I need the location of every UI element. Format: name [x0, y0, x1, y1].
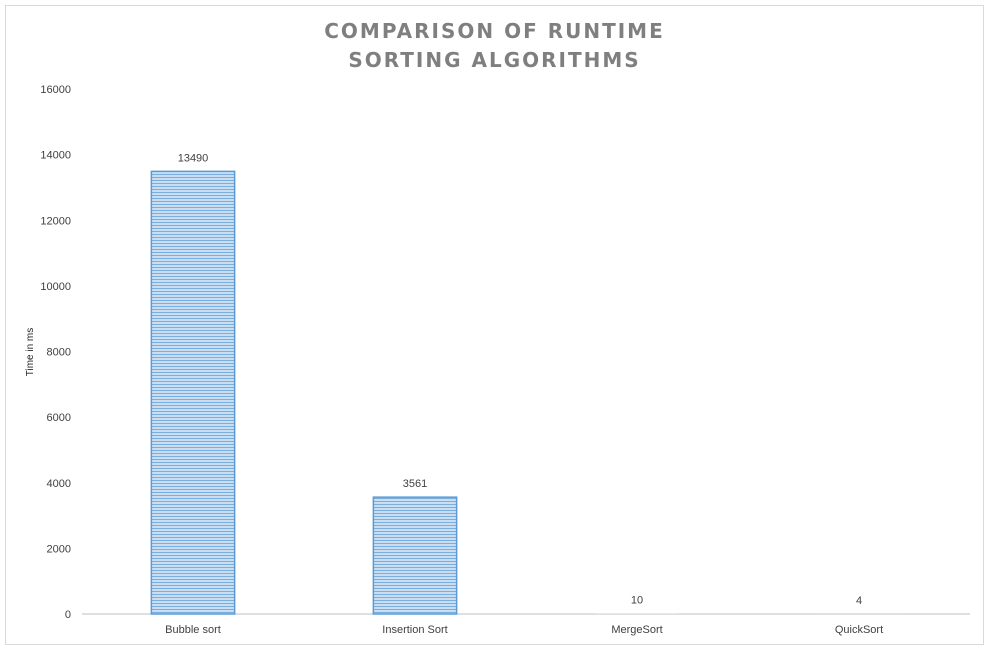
- bar-data-label: 3561: [403, 478, 427, 490]
- y-axis-label: Time in ms: [25, 328, 36, 377]
- chart-title: COMPARISON OF RUNTIME SORTING ALGORITHMS: [0, 17, 989, 75]
- y-tick-label: 10000: [40, 281, 71, 293]
- chart-title-line-1: COMPARISON OF RUNTIME: [324, 19, 665, 43]
- bar-data-label: 10: [631, 595, 643, 607]
- bar: [372, 496, 458, 615]
- y-axis-ticks: 0 2000 4000 6000 8000 10000 12000 14000 16000: [40, 84, 71, 621]
- x-axis-ticks: Bubble sort Insertion Sort MergeSort QuickS…: [165, 624, 883, 636]
- bars: 13490 3561 10 4: [150, 152, 901, 615]
- bar-data-label: 4: [856, 595, 862, 607]
- y-tick-label: 6000: [47, 412, 71, 424]
- y-tick-label: 12000: [40, 215, 71, 227]
- y-tick-label: 16000: [40, 84, 71, 96]
- x-tick-label: Bubble sort: [165, 624, 221, 636]
- y-tick-label: 0: [65, 609, 71, 621]
- y-tick-label: 14000: [40, 150, 71, 162]
- bar-data-label: 13490: [178, 152, 209, 164]
- x-tick-label: QuickSort: [835, 624, 883, 636]
- bar: [150, 170, 236, 615]
- chart-title-line-2: SORTING ALGORITHMS: [348, 48, 641, 72]
- y-tick-label: 4000: [47, 478, 71, 490]
- y-tick-label: 2000: [47, 543, 71, 555]
- x-tick-label: MergeSort: [611, 624, 662, 636]
- y-tick-label: 8000: [47, 347, 71, 359]
- x-tick-label: Insertion Sort: [382, 624, 447, 636]
